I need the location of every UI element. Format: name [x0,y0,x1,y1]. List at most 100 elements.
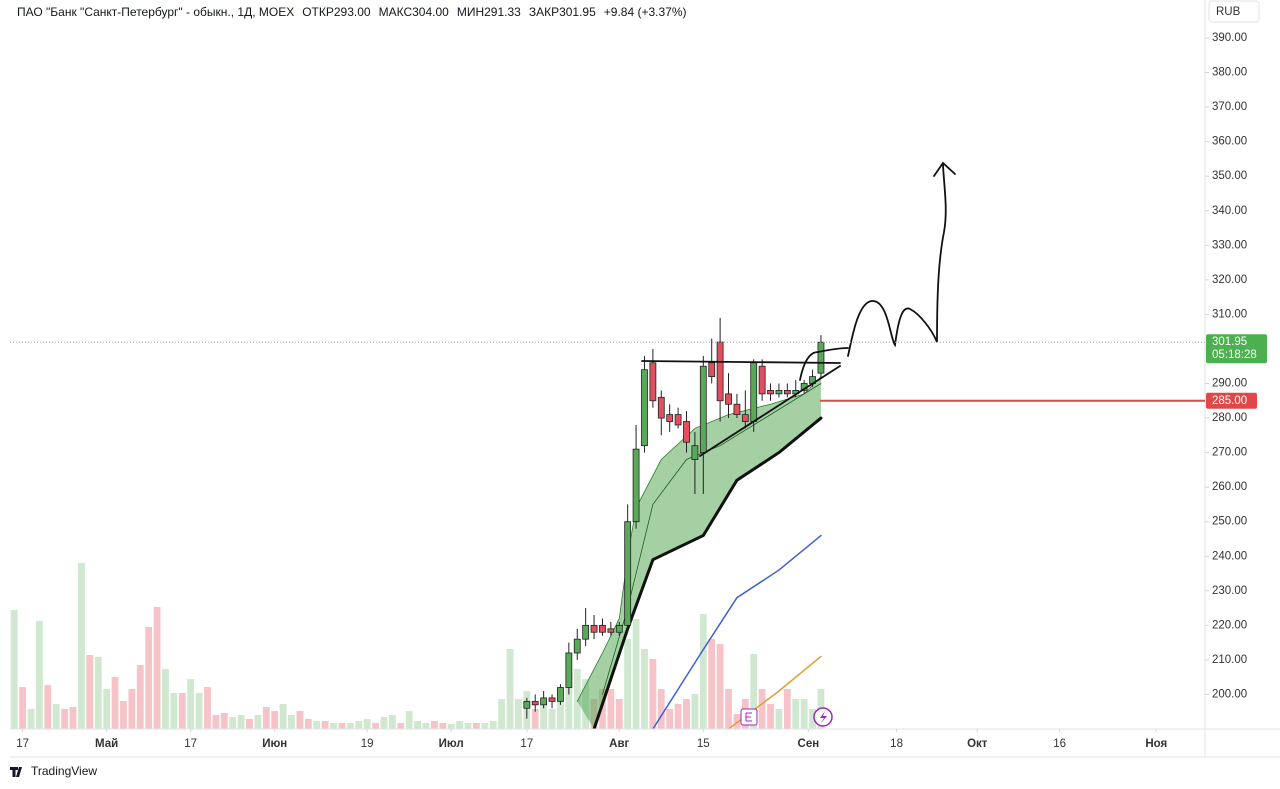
volume-bar [775,709,783,729]
candle-body [767,390,774,395]
candle-body [691,445,699,460]
y-tick-label: 360.00 [1212,136,1247,148]
volume-bar [321,721,329,729]
volume-bar [674,704,682,729]
candle-body [523,700,531,709]
candle-body [817,341,825,374]
volume-bar [557,699,564,729]
currency-box[interactable] [1208,0,1260,23]
volume-bar [61,709,69,729]
volume-bar [246,719,253,729]
x-tick-label: 17 [184,738,197,750]
volume-bar [229,717,237,729]
volume-bar [439,723,447,729]
candle-body [783,390,791,395]
y-tick-label: 340.00 [1212,205,1247,217]
candle-body [599,624,606,633]
candle-body [725,393,732,405]
candle-body [716,341,724,402]
resistance-line [641,360,841,364]
candle-body [657,396,665,419]
volume-bar [531,709,539,729]
x-tick-label: Июл [439,738,464,750]
volume-bar [220,713,228,729]
volume-bar [573,669,581,729]
candle-body [741,414,749,422]
volume-bar [271,711,279,729]
candle-body [683,421,690,443]
candle-body [632,448,640,523]
volume-bar [540,699,548,729]
volume-bar [380,717,388,729]
volume-bar [716,644,724,729]
y-tick-label: 330.00 [1212,239,1247,251]
volume-bar [632,619,640,729]
volume-bar [624,639,632,729]
volume-bar [498,699,506,729]
volume-bar [313,721,321,729]
candle-body [548,697,556,702]
y-tick-label: 210.00 [1212,654,1247,666]
y-tick-label: 260.00 [1212,481,1247,493]
volume-bar [792,699,800,729]
volume-bar [204,687,211,729]
x-tick-label: Май [95,738,118,750]
volume-bar [725,689,732,729]
volume-bar [388,715,396,729]
volume-bar [783,689,791,729]
volume-bar [170,693,178,729]
indicator-line [652,534,822,729]
brand: TradingView [31,764,97,778]
candle-body [607,628,615,633]
candle-body [615,624,623,633]
volume-bar [733,714,741,729]
volume-bar [44,685,52,729]
volume-bar [699,614,707,729]
volume-bar [145,627,153,729]
y-tick-label: 320.00 [1212,274,1247,286]
y-tick-label: 220.00 [1212,619,1247,631]
volume-bar [120,701,127,729]
y-tick-label: 380.00 [1212,67,1247,79]
candle-body [641,369,648,447]
ohlc-item: ЗАКР301.95 [529,5,596,19]
currency[interactable]: RUB [1216,6,1241,18]
ohlc-item: +9.84 (+3.37%) [604,5,687,19]
volume-bar [489,721,497,729]
volume-bar [607,689,615,729]
volume-bar [397,723,405,729]
volume-bar [456,721,463,729]
ohlc-item: МИН291.33 [457,5,521,19]
volume-bar [27,709,35,729]
volume-bar [657,689,665,729]
sketch [799,347,849,381]
volume-bar [153,607,161,729]
x-tick-label: 18 [890,738,903,750]
x-tick-label: Июн [262,738,287,750]
event-icon-glyph [820,711,827,723]
x-tick-label: 17 [16,738,29,750]
candle-body [531,700,539,706]
volume-bar [372,723,379,729]
x-tick-label: Авг [609,738,629,750]
volume-bar [767,704,774,729]
candle-body [590,624,598,633]
ohlc-item: ОТКР293.00 [302,5,371,19]
volume-bar [464,723,472,729]
volume-bar [19,687,27,729]
volume-bar [346,723,354,729]
y-tick-label: 250.00 [1212,516,1247,528]
volume-bar [599,689,606,729]
volume-bar [414,721,421,729]
x-tick-label: Сен [798,738,820,750]
candle-body [624,521,632,626]
volume-bar [338,723,346,729]
chart-title: ПАО "Банк "Санкт-Петербург" - обыкн., 1Д… [17,5,294,19]
volume-bar [800,699,808,729]
x-tick-label: Окт [967,738,988,750]
candle-body [733,403,741,415]
volume-bar [515,699,522,729]
last-price-label: 301.95 [1212,336,1247,348]
candle-body [758,365,766,395]
